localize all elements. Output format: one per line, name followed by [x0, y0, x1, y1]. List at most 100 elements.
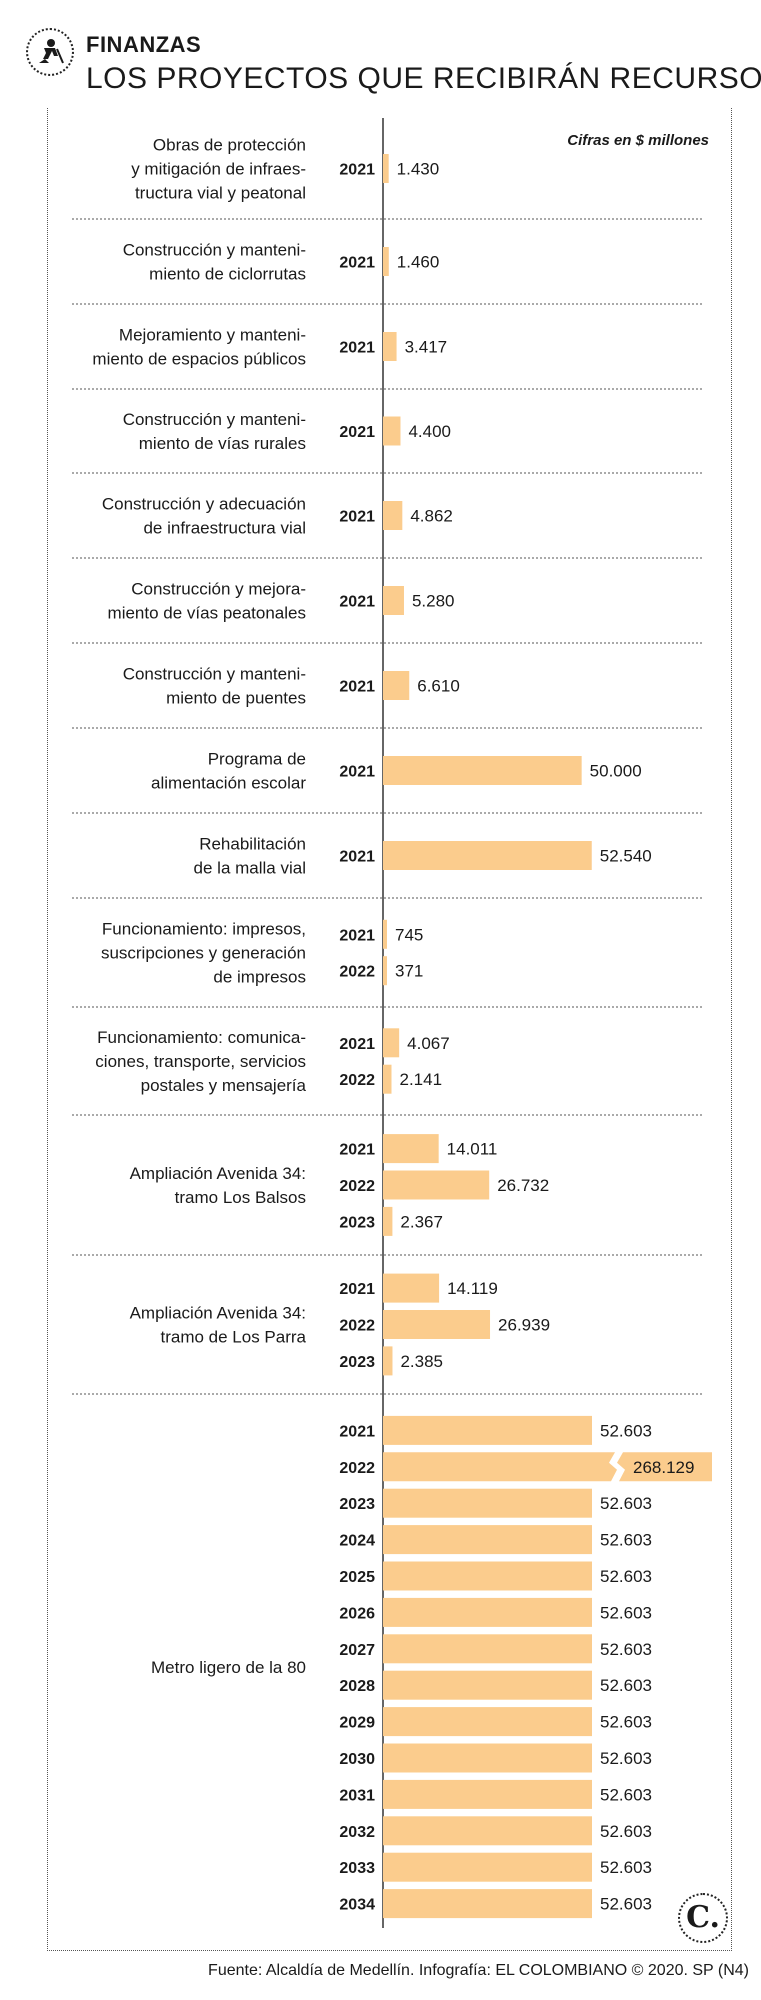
bar — [383, 756, 582, 785]
value-label: 1.460 — [397, 253, 440, 272]
value-label: 50.000 — [590, 762, 642, 781]
value-label: 52.603 — [600, 1531, 652, 1550]
project-label: miento de ciclorrutas — [149, 265, 306, 284]
value-label: 26.939 — [498, 1316, 550, 1335]
project-label: miento de vías peatonales — [108, 604, 306, 623]
bar — [383, 1206, 393, 1236]
year-label: 2022 — [339, 1318, 375, 1335]
bar — [383, 919, 387, 949]
bar — [383, 1743, 592, 1773]
project-label: Funcionamiento: impresos, — [102, 920, 306, 939]
project-label: miento de vías rurales — [139, 434, 306, 453]
value-label: 4.862 — [410, 507, 453, 526]
bar — [383, 841, 592, 870]
year-label: 2021 — [339, 1142, 375, 1159]
year-label: 2025 — [339, 1569, 375, 1586]
year-label: 2021 — [339, 509, 375, 526]
project-label: Construcción y adecuación — [102, 495, 306, 514]
project-label: Construcción y mejora- — [131, 580, 306, 599]
value-label: 26.732 — [497, 1176, 549, 1195]
value-label: 52.603 — [600, 1858, 652, 1877]
project-label: Funcionamiento: comunica- — [97, 1028, 306, 1047]
bar — [383, 1170, 490, 1200]
project-label: de la malla vial — [194, 859, 306, 878]
value-label: 5.280 — [412, 592, 455, 611]
project-label: Obras de protección — [153, 136, 306, 155]
project-label: tramo de Los Parra — [160, 1328, 306, 1347]
bar — [383, 1028, 400, 1058]
bar — [383, 1452, 712, 1482]
project-label: Ampliación Avenida 34: — [130, 1304, 306, 1323]
year-label: 2029 — [339, 1715, 375, 1732]
bar — [383, 1310, 491, 1339]
year-label: 2023 — [339, 1214, 375, 1231]
year-label: 2033 — [339, 1860, 375, 1877]
bar — [383, 1889, 592, 1919]
project-label: de impresos — [213, 968, 306, 987]
year-label: 2021 — [339, 1281, 375, 1298]
year-label: 2026 — [339, 1605, 375, 1622]
bar — [383, 1273, 440, 1303]
value-label: 2.141 — [400, 1070, 443, 1089]
year-label: 2030 — [339, 1751, 375, 1768]
project-label: suscripciones y generación — [101, 944, 306, 963]
project-label: miento de puentes — [166, 689, 306, 708]
project-label: postales y mensajería — [141, 1076, 307, 1095]
year-label: 2023 — [339, 1496, 375, 1513]
value-label: 4.067 — [407, 1034, 450, 1053]
project-label: y mitigación de infraes- — [131, 160, 306, 179]
bar — [383, 1561, 592, 1591]
year-label: 2022 — [339, 1460, 375, 1477]
value-label: 52.603 — [600, 1640, 652, 1659]
value-label: 371 — [395, 962, 423, 981]
bar — [383, 956, 387, 986]
project-label: Rehabilitación — [199, 835, 306, 854]
bar — [383, 1346, 393, 1376]
chart-frame — [47, 108, 732, 1951]
value-label: 52.603 — [600, 1822, 652, 1841]
year-label: 2027 — [339, 1642, 375, 1659]
value-label: 52.540 — [600, 847, 652, 866]
year-label: 2021 — [339, 424, 375, 441]
bar — [383, 154, 389, 183]
year-label: 2021 — [339, 162, 375, 179]
year-label: 2021 — [339, 764, 375, 781]
bar — [383, 1134, 439, 1164]
project-label: Construcción y manteni- — [123, 410, 306, 429]
project-label: tructura vial y peatonal — [135, 184, 306, 203]
bar — [383, 247, 389, 276]
units-note: Cifras en $ millones — [567, 132, 709, 149]
year-label: 2034 — [339, 1897, 375, 1914]
bar — [383, 1852, 592, 1882]
year-label: 2021 — [339, 849, 375, 866]
value-label: 14.011 — [447, 1140, 498, 1159]
value-label: 52.603 — [600, 1567, 652, 1586]
value-label: 52.603 — [600, 1494, 652, 1513]
bar — [383, 1064, 392, 1094]
year-label: 2021 — [339, 340, 375, 357]
year-label: 2028 — [339, 1678, 375, 1695]
year-label: 2022 — [339, 1072, 375, 1089]
value-label: 52.603 — [600, 1421, 652, 1440]
year-label: 2021 — [339, 927, 375, 944]
value-label: 745 — [395, 925, 423, 944]
value-label: 4.400 — [408, 422, 451, 441]
bar — [383, 671, 410, 700]
project-label: ciones, transporte, servicios — [95, 1052, 306, 1071]
year-label: 2021 — [339, 594, 375, 611]
value-label: 2.385 — [400, 1352, 443, 1371]
project-label: Programa de — [208, 750, 306, 769]
bar — [383, 501, 403, 530]
value-label: 52.603 — [600, 1603, 652, 1622]
bar — [383, 1779, 592, 1809]
bar — [383, 1707, 592, 1737]
bar — [383, 416, 401, 446]
project-label: de infraestructura vial — [143, 519, 306, 538]
value-label: 268.129 — [633, 1458, 694, 1477]
page-title: LOS PROYECTOS QUE RECIBIRÁN RECURSOS — [86, 62, 761, 95]
value-label: 6.610 — [417, 677, 460, 696]
project-label: miento de espacios públicos — [92, 350, 306, 369]
value-label: 52.603 — [600, 1749, 652, 1768]
year-label: 2021 — [339, 255, 375, 272]
